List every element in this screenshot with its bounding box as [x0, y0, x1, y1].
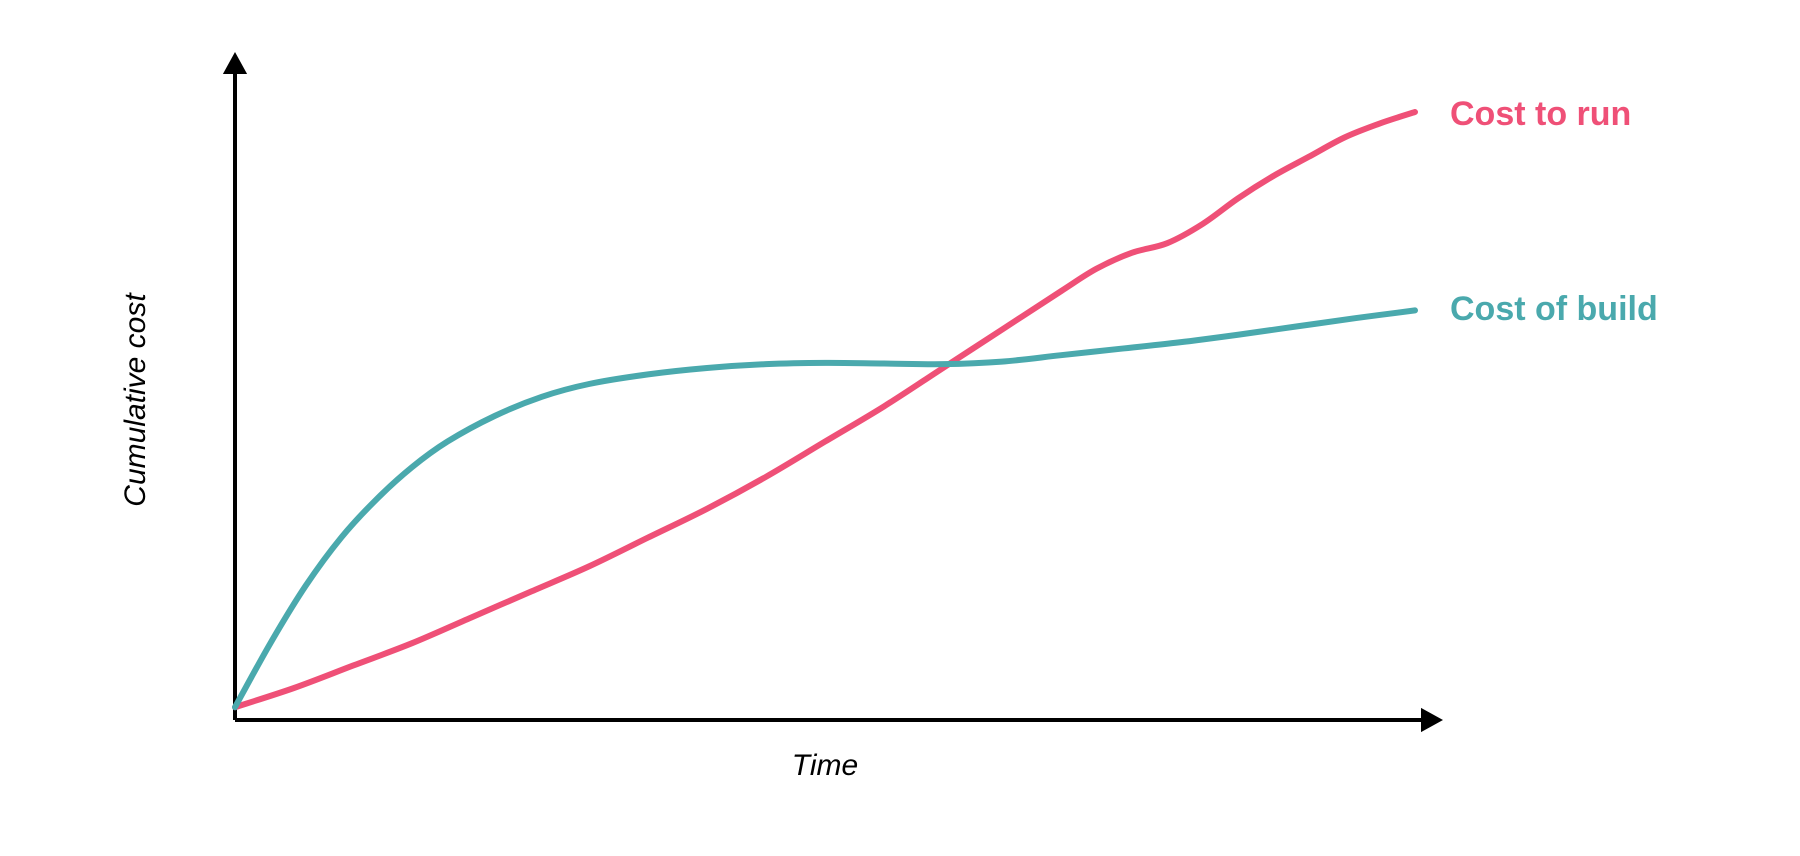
- y-axis-label: Cumulative cost: [119, 292, 152, 507]
- cost-chart: Time Cumulative cost Cost to run Cost of bu…: [0, 0, 1800, 856]
- x-axis-label: Time: [792, 749, 858, 782]
- series-label-cost_to_run: Cost to run: [1450, 95, 1631, 133]
- series-label-cost_of_build: Cost of build: [1450, 290, 1658, 328]
